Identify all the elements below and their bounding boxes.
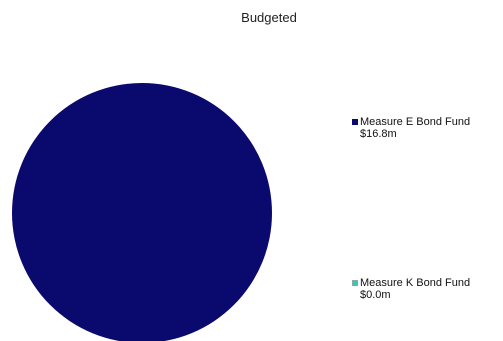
legend-value-measure-e: $16.8m	[360, 128, 397, 140]
legend-label-measure-e: Measure E Bond Fund	[360, 116, 471, 128]
legend-item-measure-k: Measure K Bond Fund $0.0m	[352, 277, 470, 301]
legend-value-measure-k: $0.0m	[360, 289, 391, 301]
legend-swatch-measure-k	[352, 280, 358, 286]
legend-item-measure-e: Measure E Bond Fund $16.8m	[352, 116, 470, 140]
chart-title: Budgeted	[241, 10, 297, 25]
legend-swatch-measure-e	[352, 119, 358, 125]
legend-label-measure-k: Measure K Bond Fund	[360, 277, 471, 289]
pie-slice-measure-e-bond-fund	[12, 83, 272, 341]
pie-slices	[12, 83, 272, 341]
